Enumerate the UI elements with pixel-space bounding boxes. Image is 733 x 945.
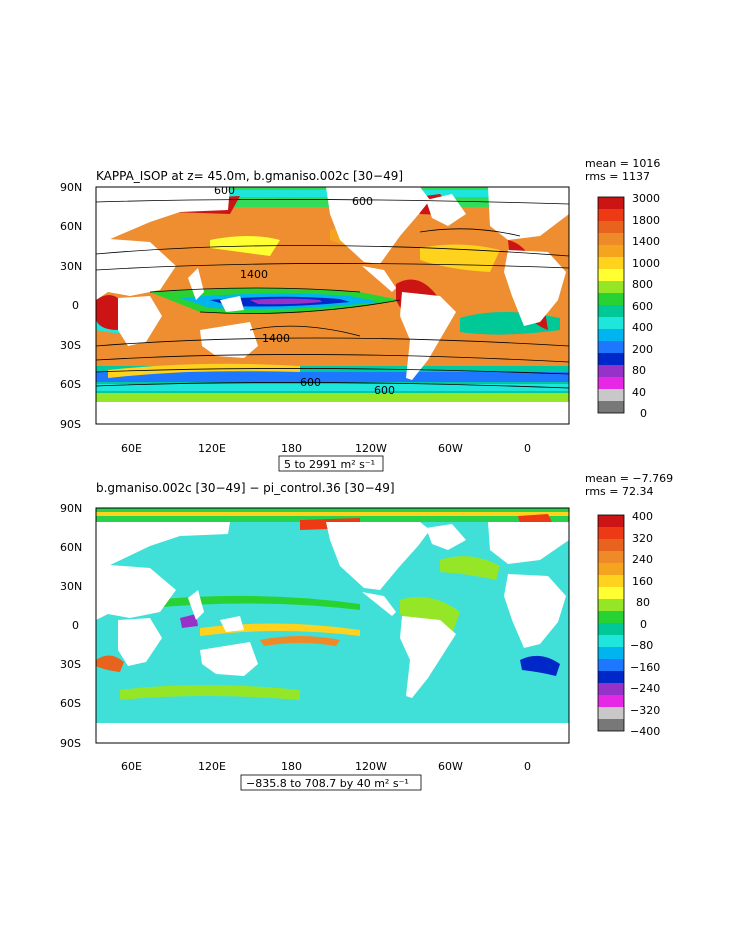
x-tick-label: 60E: [121, 760, 142, 773]
colorbar-label: 400: [632, 510, 653, 523]
x-tick-label: 0: [524, 760, 531, 773]
map-bottom: [96, 508, 569, 743]
colorbar-label: −240: [630, 682, 660, 695]
panel-bottom-rms: rms = 72.34: [585, 485, 653, 498]
panel-bottom: b.gmaniso.002c [30−49] − pi_control.36 […: [60, 472, 673, 791]
contour-label: 600: [374, 384, 395, 397]
range-label-bottom: −835.8 to 708.7 by 40 m² s⁻¹: [246, 777, 409, 790]
colorbar-label: −400: [630, 725, 660, 738]
x-tick-label: 120E: [198, 760, 226, 773]
range-box-bottom: [240, 774, 422, 791]
panel-top: KAPPA_ISOP at z= 45.0m, b.gmaniso.002c […: [60, 157, 660, 472]
y-tick-label: 0: [72, 299, 79, 312]
range-label-top: 5 to 2991 m² s⁻¹: [284, 458, 375, 471]
x-tick-label: 60W: [438, 760, 463, 773]
colorbar-label: 40: [632, 386, 646, 399]
y-tick-label: 30S: [60, 339, 81, 352]
contour-label: 600: [352, 195, 373, 208]
map-frame-bottom: [95, 507, 570, 744]
y-tick-label: 60S: [60, 697, 81, 710]
y-tick-label: 90N: [60, 502, 82, 515]
colorbar-label: −320: [630, 704, 660, 717]
colorbar-label: 240: [632, 553, 653, 566]
x-axis-bottom: 60E 120E 180 120W 60W 0: [121, 760, 531, 773]
y-axis-bottom: 90N 60N 30N 0 30S 60S 90S: [60, 502, 82, 750]
colorbar-label: 1000: [632, 257, 660, 270]
x-tick-label: 120W: [355, 760, 387, 773]
colorbar-bottom: 400 320 240 160 80 0 −80 −160 −240 −320 …: [597, 510, 660, 738]
x-tick-label: 120W: [355, 442, 387, 455]
colorbar-label: 400: [632, 321, 653, 334]
contour-label: 1400: [262, 332, 290, 345]
y-tick-label: 60N: [60, 541, 82, 554]
contour-label: 1400: [240, 268, 268, 281]
x-tick-label: 120E: [198, 442, 226, 455]
colorbar-top: 3000 1800 1400 1000 800 600 400 200 80 4…: [597, 192, 660, 420]
colorbar-label: −160: [630, 661, 660, 674]
y-tick-label: 60S: [60, 378, 81, 391]
colorbar-label: −80: [630, 639, 653, 652]
x-axis-top: 60E 120E 180 120W 60W 0: [121, 442, 531, 455]
panel-bottom-title: b.gmaniso.002c [30−49] − pi_control.36 […: [96, 481, 395, 495]
x-tick-label: 180: [281, 442, 302, 455]
y-tick-label: 0: [72, 619, 79, 632]
contours-top: [96, 199, 569, 389]
colorbar-label: 1800: [632, 214, 660, 227]
y-tick-label: 30N: [60, 260, 82, 273]
colorbar-label: 3000: [632, 192, 660, 205]
colorbar-label: 80: [632, 364, 646, 377]
contour-labels-top: 600 600 1400 1400 600 600: [214, 184, 395, 397]
y-tick-label: 60N: [60, 220, 82, 233]
panel-top-mean: mean = 1016: [585, 157, 660, 170]
colorbar-label: 800: [632, 278, 653, 291]
x-tick-label: 60E: [121, 442, 142, 455]
x-tick-label: 60W: [438, 442, 463, 455]
colorbar-label: 0: [640, 407, 647, 420]
map-top: 600 600 1400 1400 600 600: [96, 184, 569, 424]
map-frame-top: [95, 186, 570, 425]
x-tick-label: 180: [281, 760, 302, 773]
colorbar-label: 320: [632, 532, 653, 545]
colorbar-label: 160: [632, 575, 653, 588]
colorbar-label: 1400: [632, 235, 660, 248]
y-tick-label: 90S: [60, 418, 81, 431]
panel-top-rms: rms = 1137: [585, 170, 650, 183]
y-tick-label: 90S: [60, 737, 81, 750]
colorbar-label: 200: [632, 343, 653, 356]
colorbar-label: 600: [632, 300, 653, 313]
contour-label: 600: [214, 184, 235, 197]
y-tick-label: 30N: [60, 580, 82, 593]
x-tick-label: 0: [524, 442, 531, 455]
range-box-top: [278, 455, 384, 472]
panel-bottom-mean: mean = −7.769: [585, 472, 673, 485]
y-tick-label: 30S: [60, 658, 81, 671]
colorbar-label: 0: [640, 618, 647, 631]
contour-label: 600: [300, 376, 321, 389]
panel-top-title: KAPPA_ISOP at z= 45.0m, b.gmaniso.002c […: [96, 169, 403, 183]
colorbar-label: 80: [636, 596, 650, 609]
y-tick-label: 90N: [60, 181, 82, 194]
continents-bottom: [96, 522, 569, 698]
y-axis-top: 90N 60N 30N 0 30S 60S 90S: [60, 181, 82, 431]
